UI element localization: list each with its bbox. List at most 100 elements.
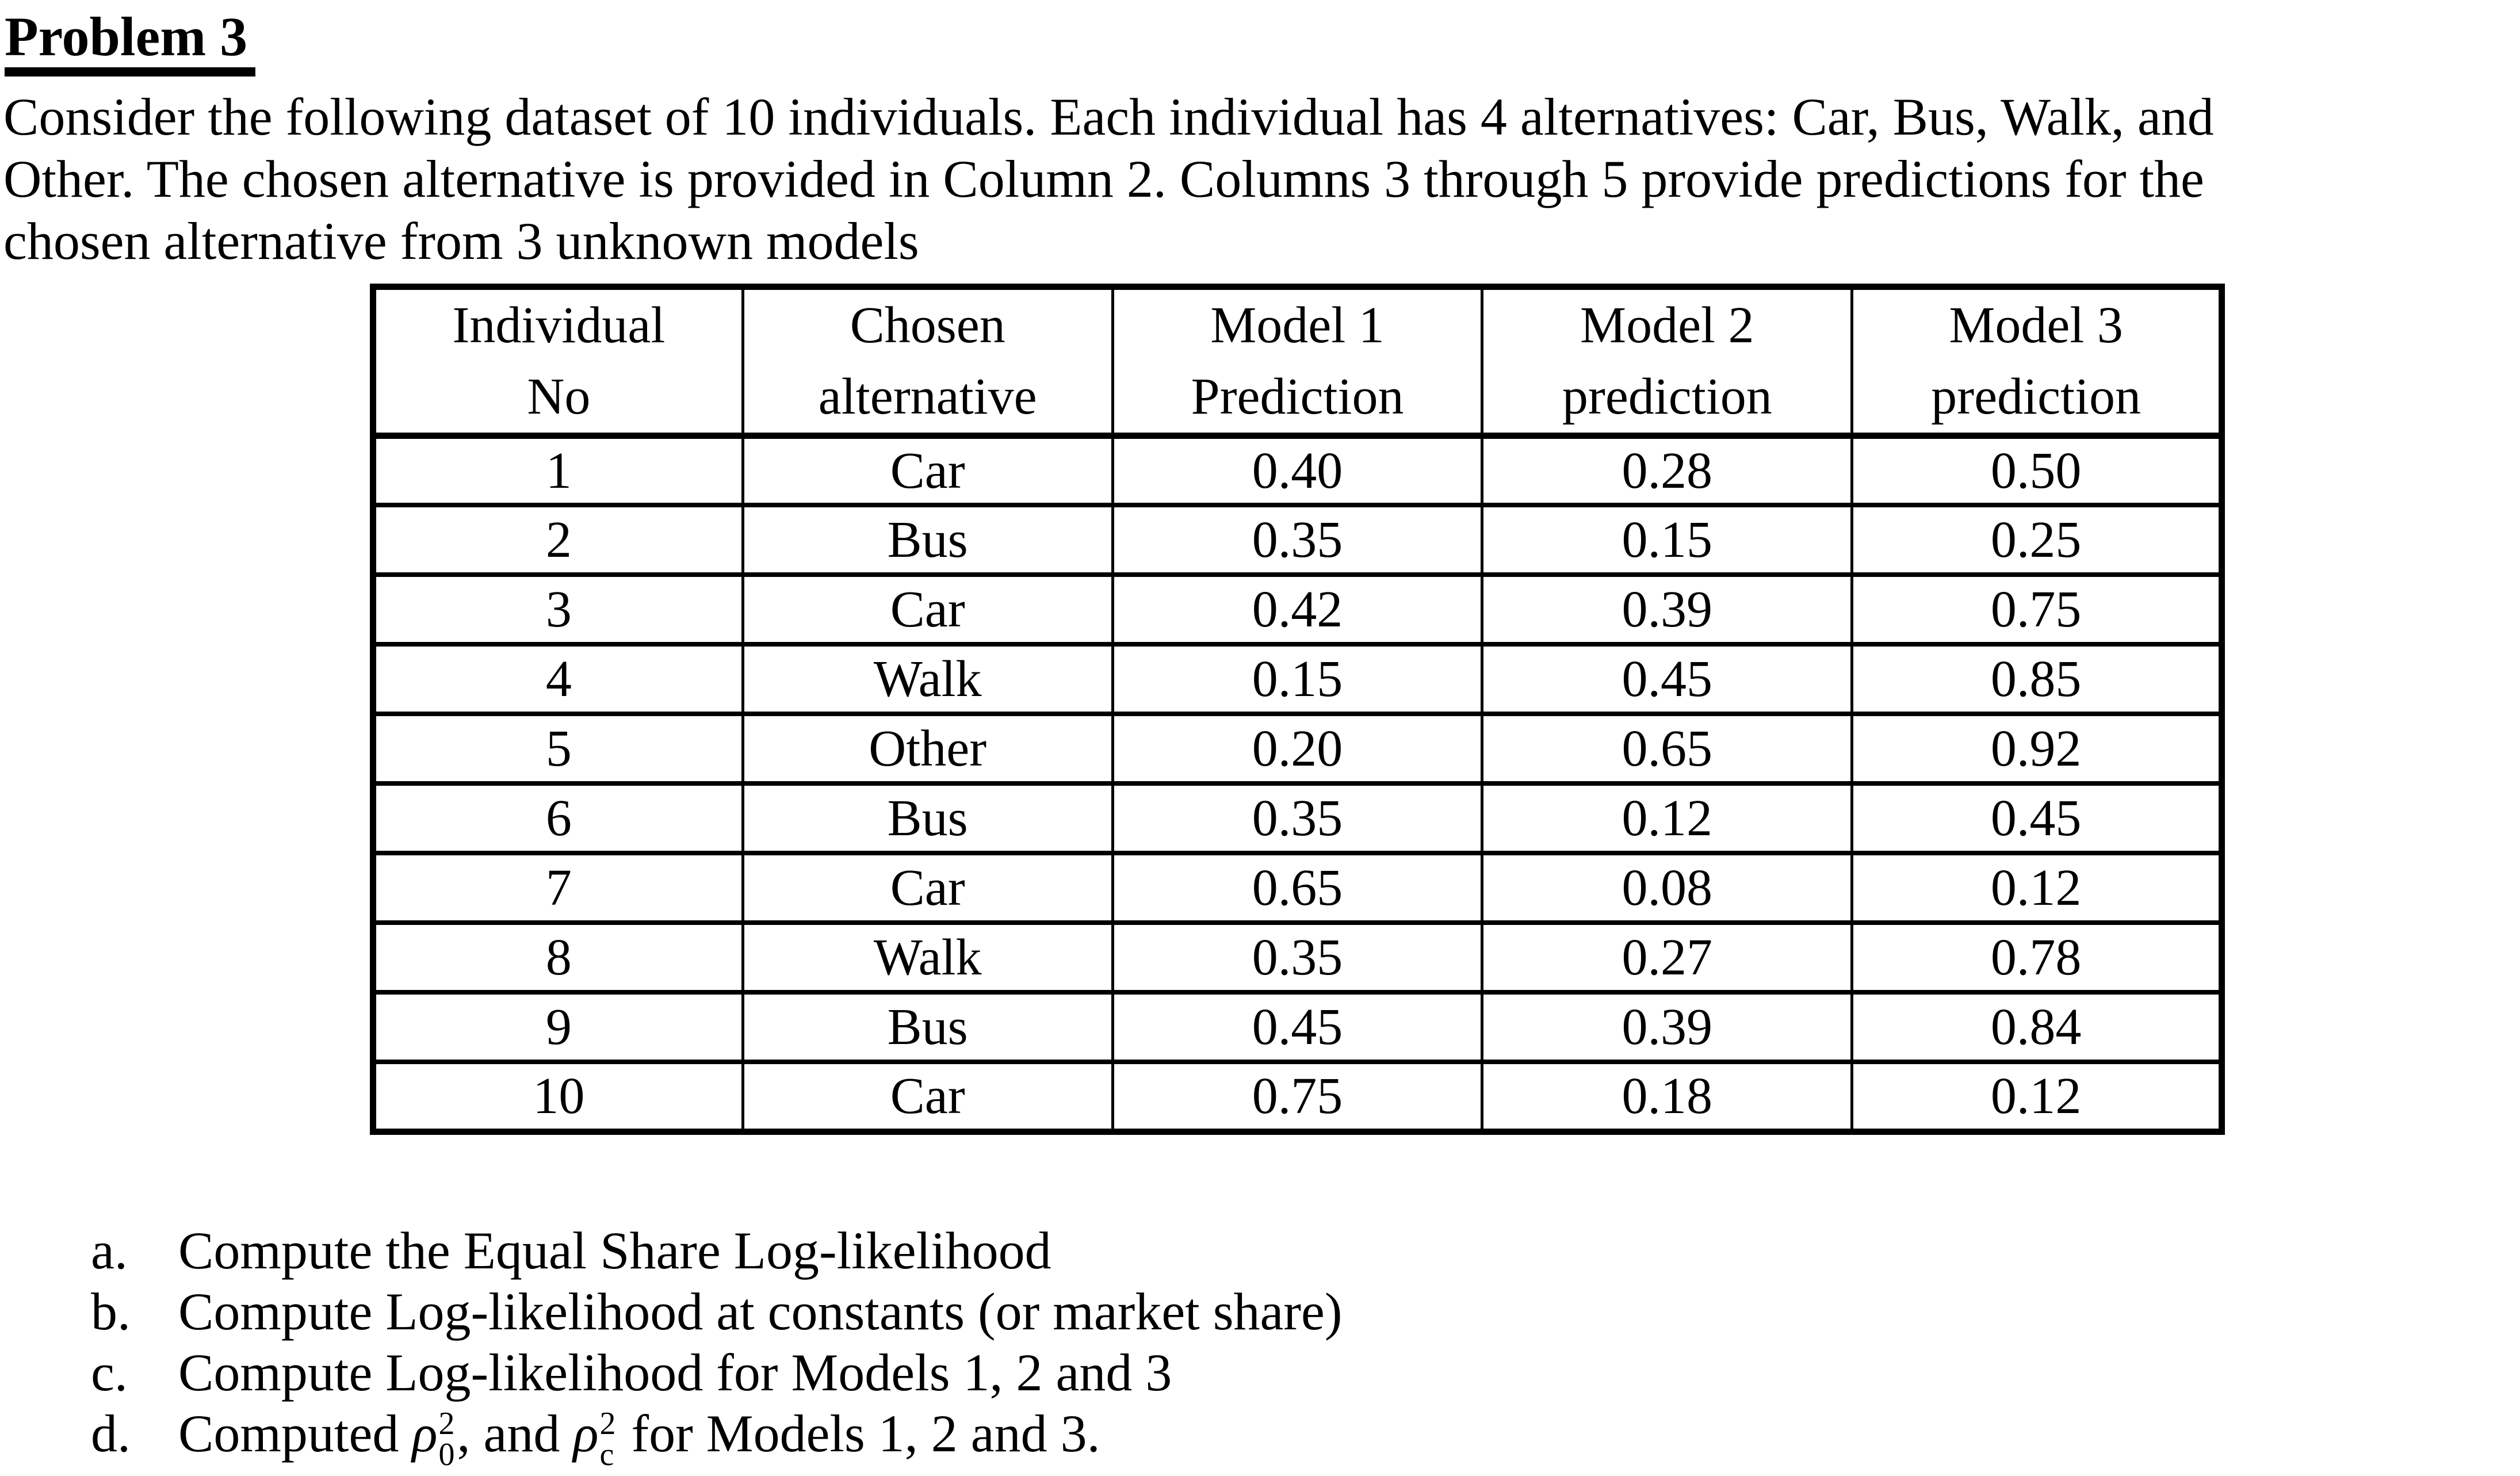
question-text: Compute Log-likelihood for Models 1, 2 a… (178, 1343, 1172, 1402)
subscript: c (599, 1436, 614, 1473)
table-cell: 0.35 (1111, 920, 1484, 995)
table-row: 8 Walk 0.35 0.27 0.78 (372, 920, 2223, 995)
table-cell: 10 (372, 1060, 744, 1134)
table-cell: Walk (741, 642, 1114, 717)
table-cell: 0.78 (1850, 920, 2223, 995)
table-cell: 0.85 (1850, 642, 2223, 717)
table-cell: Bus (741, 781, 1114, 856)
header-row: Individual No Chosen alternative Model 1… (372, 284, 2223, 439)
table-body: 1 Car 0.40 0.28 0.50 2 Bus 0.35 0.15 0.2… (372, 433, 2223, 1134)
table-cell: 0.42 (1111, 572, 1484, 647)
question-text-segment: , and (457, 1404, 573, 1463)
question-label: d. (91, 1404, 131, 1463)
question-label: c. (91, 1343, 128, 1402)
header-line: Individual (452, 296, 666, 354)
question-item-a: a. Compute the Equal Share Log-likelihoo… (91, 1220, 2520, 1281)
table-cell: Car (741, 433, 1114, 508)
table-cell: 3 (372, 572, 744, 647)
superscript: 2 (599, 1405, 616, 1441)
table-cell: 0.50 (1850, 433, 2223, 508)
question-text: Compute Log-likelihood at constants (or … (178, 1282, 1343, 1341)
header-line: Model 1 (1210, 296, 1385, 354)
table-cell: 0.12 (1850, 1060, 2223, 1134)
table-cell: 7 (372, 851, 744, 926)
header-line: Model 3 (1949, 296, 2123, 354)
header-line: Model 2 (1580, 296, 1754, 354)
table-cell: 0.35 (1111, 781, 1484, 856)
subscript: 0 (438, 1436, 455, 1473)
table-header: Individual No Chosen alternative Model 1… (372, 284, 2223, 439)
table-row: 10 Car 0.75 0.18 0.12 (372, 1060, 2223, 1134)
table-cell: 0.75 (1850, 572, 2223, 647)
table-cell: 0.39 (1481, 990, 1854, 1065)
table-cell: 6 (372, 781, 744, 856)
problem-title: Problem 3 (5, 7, 256, 77)
problem-description: Consider the following dataset of 10 ind… (3, 86, 2520, 272)
table-row: 3 Car 0.42 0.39 0.75 (372, 572, 2223, 647)
table-cell: 0.45 (1481, 642, 1854, 717)
table-cell: 0.15 (1481, 503, 1854, 578)
table-cell: 0.12 (1850, 851, 2223, 926)
table-cell: 0.75 (1111, 1060, 1484, 1134)
table-cell: 0.20 (1111, 712, 1484, 786)
question-text-segment: for Models 1, 2 and 3. (618, 1404, 1100, 1463)
header-line: Chosen (850, 296, 1005, 354)
table-cell: Bus (741, 503, 1114, 578)
header-line: alternative (818, 368, 1037, 425)
table-cell: 0.12 (1481, 781, 1854, 856)
table-cell: 0.45 (1850, 781, 2223, 856)
table-cell: 0.45 (1111, 990, 1484, 1065)
table-cell: 0.28 (1481, 433, 1854, 508)
table-cell: 0.65 (1111, 851, 1484, 926)
table-cell: 0.27 (1481, 920, 1854, 995)
description-line: Consider the following dataset of 10 ind… (3, 87, 2214, 146)
description-line: Other. The chosen alternative is provide… (3, 149, 2204, 208)
table-cell: 4 (372, 642, 744, 717)
column-header-model1-prediction: Model 1 Prediction (1111, 284, 1484, 439)
table-cell: Bus (741, 990, 1114, 1065)
table-cell: 0.84 (1850, 990, 2223, 1065)
table-row: 4 Walk 0.15 0.45 0.85 (372, 642, 2223, 717)
table-row: 7 Car 0.65 0.08 0.12 (372, 851, 2223, 926)
table-row: 6 Bus 0.35 0.12 0.45 (372, 781, 2223, 856)
table-cell: 0.39 (1481, 572, 1854, 647)
table-cell: 0.15 (1111, 642, 1484, 717)
table-cell: 5 (372, 712, 744, 786)
question-label: a. (91, 1221, 128, 1280)
superscript: 2 (438, 1405, 455, 1441)
table-row: 9 Bus 0.45 0.39 0.84 (372, 990, 2223, 1065)
table-cell: 0.08 (1481, 851, 1854, 926)
header-line: Prediction (1191, 368, 1404, 425)
table-cell: 2 (372, 503, 744, 578)
column-header-model3-prediction: Model 3 prediction (1850, 284, 2223, 439)
table-row: 2 Bus 0.35 0.15 0.25 (372, 503, 2223, 578)
table-cell: 0.40 (1111, 433, 1484, 508)
table-cell: 0.25 (1850, 503, 2223, 578)
question-item-c: c. Compute Log-likelihood for Models 1, … (91, 1342, 2520, 1403)
rho-symbol: ρ (573, 1404, 599, 1463)
table-cell: Car (741, 1060, 1114, 1134)
table-row: 1 Car 0.40 0.28 0.50 (372, 433, 2223, 508)
table-cell: 1 (372, 433, 744, 508)
rho-symbol: ρ (412, 1404, 438, 1463)
question-label: b. (91, 1282, 131, 1341)
column-header-individual-no: Individual No (372, 284, 744, 439)
dataset-table: Individual No Chosen alternative Model 1… (370, 283, 2225, 1135)
table-cell: Walk (741, 920, 1114, 995)
table-cell: Other (741, 712, 1114, 786)
question-text-segment: Computed (178, 1404, 412, 1463)
table-cell: 0.92 (1850, 712, 2223, 786)
question-text: Compute the Equal Share Log-likelihood (178, 1221, 1051, 1280)
header-line: prediction (1562, 368, 1772, 425)
table-cell: 0.18 (1481, 1060, 1854, 1134)
table-cell: Car (741, 572, 1114, 647)
table-cell: 0.35 (1111, 503, 1484, 578)
column-header-model2-prediction: Model 2 prediction (1481, 284, 1854, 439)
questions-list: a. Compute the Equal Share Log-likelihoo… (91, 1220, 2520, 1473)
description-line: chosen alternative from 3 unknown models (3, 211, 919, 270)
table-cell: 0.65 (1481, 712, 1854, 786)
